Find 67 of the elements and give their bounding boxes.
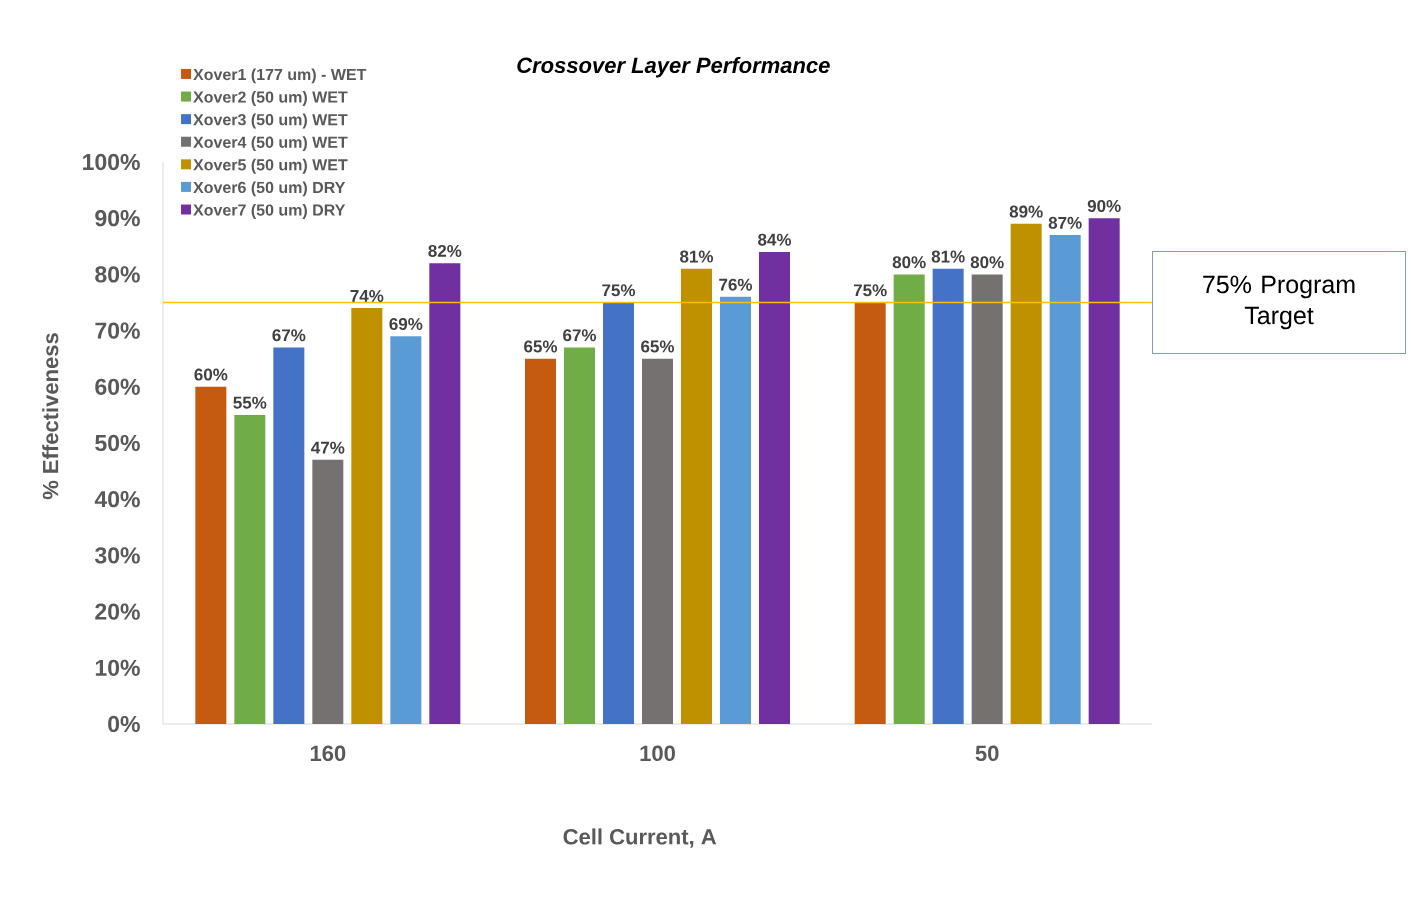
y-tick-label: 60% <box>95 378 140 395</box>
y-tick-label: 0% <box>108 715 140 733</box>
data-label: 75% <box>853 284 887 297</box>
data-label: 87% <box>1048 216 1082 229</box>
y-axis-title: % Effectiveness <box>42 333 59 500</box>
bar <box>603 302 635 724</box>
data-label: 67% <box>563 329 597 342</box>
data-label: 55% <box>233 396 267 409</box>
bar <box>854 302 886 724</box>
legend-label: Xover6 (50 um) DRY <box>193 181 346 197</box>
data-label: 47% <box>311 441 345 454</box>
y-tick-label: 90% <box>95 210 140 227</box>
y-tick-label: 20% <box>95 603 140 620</box>
data-label: 69% <box>389 317 423 331</box>
y-tick-label: 50% <box>95 434 140 452</box>
y-tick-label: 80% <box>95 266 140 283</box>
data-label: 84% <box>758 233 792 246</box>
data-label: 80% <box>892 256 926 269</box>
bar <box>720 296 751 724</box>
data-label: 67% <box>272 329 306 342</box>
data-label: 81% <box>931 250 965 263</box>
data-label: 81% <box>680 250 714 263</box>
x-axis-title: Cell Current, A <box>563 828 717 848</box>
data-label: 65% <box>641 340 675 353</box>
legend-label: Xover2 (50 um) WET <box>193 91 348 106</box>
bar <box>564 347 596 724</box>
y-tick-label: 10% <box>95 659 140 676</box>
bar <box>681 268 713 724</box>
data-label: 80% <box>970 256 1004 269</box>
chart-title: Crossover Layer Performance <box>517 56 830 78</box>
data-label: 60% <box>194 368 228 381</box>
bar <box>525 358 556 724</box>
data-label: 82% <box>428 244 462 257</box>
bar <box>351 308 383 724</box>
legend-label: Xover4 (50 um) WET <box>193 136 348 152</box>
data-label: 75% <box>602 284 636 297</box>
legend-label: Xover5 (50 um) WET <box>193 158 348 174</box>
legend-label: Xover7 (50 um) DRY <box>193 203 346 219</box>
bar <box>429 263 461 724</box>
data-label: 74% <box>350 289 384 302</box>
x-tick-label: 100 <box>640 745 675 762</box>
data-label: 65% <box>524 340 558 353</box>
bar <box>390 336 422 724</box>
bar <box>932 268 964 724</box>
y-tick-label: 70% <box>95 322 140 339</box>
bar <box>1010 223 1042 724</box>
y-tick-label: 40% <box>94 491 140 508</box>
bar <box>195 386 227 724</box>
bar <box>1049 235 1081 724</box>
data-label: 76% <box>719 278 753 291</box>
bar <box>312 459 344 724</box>
bar <box>759 251 790 724</box>
legend-label: Xover1 (177 um) - WET <box>193 68 367 84</box>
data-label: 90% <box>1087 199 1121 212</box>
bar <box>893 274 925 724</box>
bar <box>971 274 1003 724</box>
ref-line-label: 75% Program Target <box>1203 275 1355 330</box>
bar <box>234 414 266 724</box>
y-tick-label: 100% <box>83 153 140 171</box>
bar <box>642 358 674 724</box>
y-tick-label: 30% <box>94 547 140 564</box>
x-tick-label: 160 <box>310 745 346 762</box>
bar <box>273 347 305 724</box>
x-tick-label: 50 <box>975 745 999 762</box>
data-label: 89% <box>1009 205 1043 218</box>
bar <box>1088 218 1120 724</box>
legend-label: Xover3 (50 um) WET <box>193 113 348 129</box>
